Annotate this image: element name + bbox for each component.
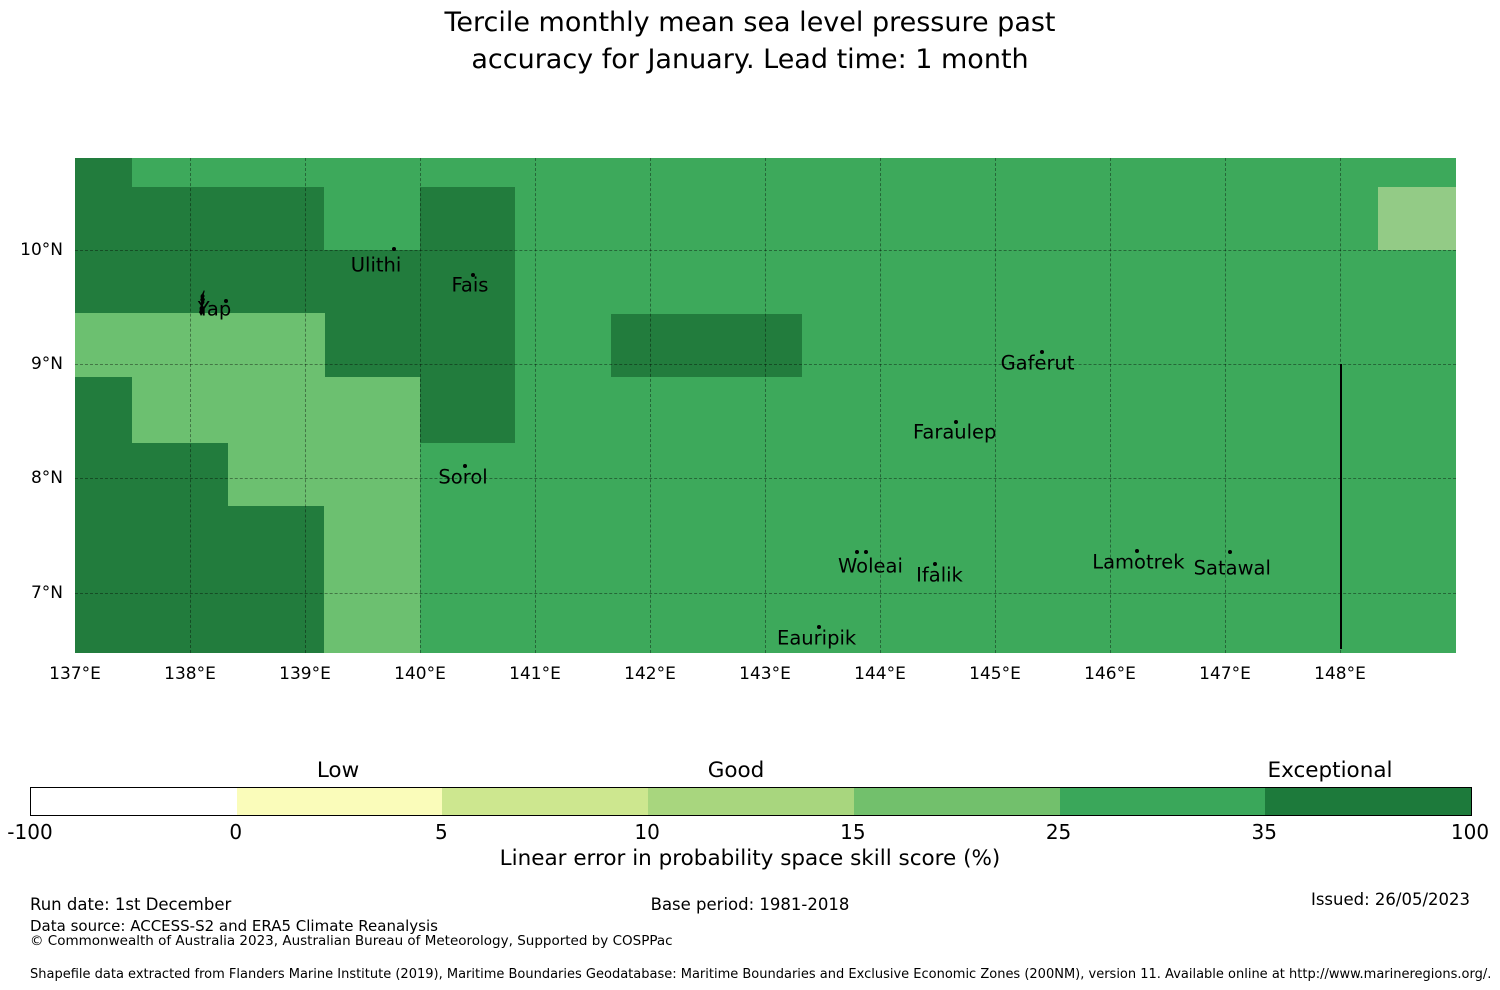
longitude-gridline — [1110, 158, 1111, 653]
footer-issued-date: Issued: 26/05/2023 — [1310, 890, 1470, 909]
map-cell-35-100 — [75, 376, 133, 653]
island-marker-dot — [854, 550, 859, 555]
colorbar-segment-5to10 — [442, 788, 649, 815]
island-label-faraulep: Faraulep — [912, 420, 997, 444]
colorbar-tick-label: -100 — [7, 820, 53, 844]
island-marker-dot — [1134, 549, 1139, 554]
x-tick-label: 143°E — [739, 664, 791, 684]
colorbar-tick-label: 15 — [840, 820, 866, 844]
latitude-gridline — [75, 477, 1456, 479]
colorbar-segment--100to0 — [31, 788, 237, 815]
colorbar — [30, 787, 1472, 816]
colorbar-segment-35to100 — [1265, 788, 1472, 815]
longitude-gridline — [649, 158, 651, 653]
island-label-eauripik: Eauripik — [777, 626, 857, 650]
map-cell-35-100 — [610, 314, 803, 378]
island-marker-dot — [864, 550, 869, 555]
longitude-gridline — [765, 158, 766, 653]
island-marker-dot — [817, 625, 822, 630]
map-cell-35-100 — [132, 443, 228, 653]
y-tick-label: 10°N — [20, 240, 63, 260]
colorbar-tick-label: 5 — [435, 820, 448, 844]
map-plot-area: Ulithi Fais Yap Gaferut Faraulep Sorol Woleai I… — [75, 158, 1456, 653]
x-tick-label: 137°E — [49, 664, 101, 684]
island-marker-dot — [1227, 550, 1232, 555]
island-marker-dot — [932, 561, 937, 566]
colorbar-segment-15to25 — [853, 788, 1060, 815]
x-tick-label: 140°E — [394, 664, 446, 684]
island-label-ifalik: Ifalik — [916, 563, 963, 587]
footer-run-date: Run date: 1st December — [30, 895, 232, 914]
longitude-gridline — [189, 158, 191, 653]
longitude-gridline — [1225, 158, 1226, 653]
latitude-gridline — [75, 593, 1456, 594]
map-cell-15-25 — [75, 312, 325, 377]
colorbar-tick-label: 25 — [1045, 820, 1072, 844]
footer-shapefile-note: Shapefile data extracted from Flanders M… — [30, 967, 1492, 982]
island-label-sorol: Sorol — [438, 465, 488, 489]
colorbar-segment-25to35 — [1059, 788, 1266, 815]
y-tick-label: 8°N — [30, 467, 63, 488]
x-tick-label: 146°E — [1084, 664, 1136, 684]
island-marker-dot — [470, 273, 475, 278]
x-tick-label: 145°E — [969, 664, 1021, 684]
map-cell-10-15 — [1377, 187, 1456, 250]
colorbar-segment-0to5 — [236, 788, 443, 815]
map-cell-35-100 — [419, 187, 515, 443]
island-label-woleai: Woleai — [838, 554, 903, 578]
figure-title-line1: Tercile monthly mean sea level pressure … — [444, 7, 1056, 38]
colorbar-tick-label: 100 — [1450, 820, 1490, 844]
map-cell-35-100 — [132, 187, 325, 313]
island-label-gaferut: Gaferut — [1000, 351, 1075, 375]
colorbar-axis-label: Linear error in probability space skill … — [499, 846, 1001, 871]
island-marker-dot — [1039, 350, 1044, 355]
map-cell-15-25 — [324, 376, 420, 653]
colorbar-category-exceptional: Exceptional — [1267, 758, 1393, 783]
island-marker-dot — [223, 299, 228, 304]
map-cell-35-100 — [228, 505, 325, 653]
x-tick-label: 144°E — [854, 664, 906, 684]
figure-title-line2: accuracy for January. Lead time: 1 month — [471, 44, 1029, 75]
longitude-gridline — [304, 158, 306, 653]
footer-data-source: Data source: ACCESS-S2 and ERA5 Climate … — [30, 917, 438, 935]
longitude-gridline — [994, 158, 996, 653]
colorbar-category-good: Good — [707, 758, 765, 783]
island-marker-dot — [463, 463, 468, 468]
island-label-ulithi: Ulithi — [350, 253, 402, 277]
colorbar-tick-label: 10 — [634, 820, 660, 844]
y-tick-label: 9°N — [30, 353, 63, 374]
footer-copyright: © Commonwealth of Australia 2023, Austra… — [30, 933, 673, 949]
x-tick-label: 142°E — [624, 664, 676, 684]
colorbar-tick-label: 0 — [229, 820, 243, 844]
island-label-yap: Yap — [197, 297, 232, 321]
island-marker-dot — [954, 420, 959, 425]
map-cell-35-100 — [75, 158, 133, 313]
y-tick-label: 7°N — [30, 583, 63, 603]
island-marker-dot — [392, 247, 396, 252]
x-tick-label: 141°E — [509, 664, 561, 684]
figure-title: Tercile monthly mean sea level pressure … — [0, 4, 1500, 78]
longitude-gridline — [420, 158, 421, 653]
x-tick-label: 147°E — [1199, 664, 1251, 684]
island-label-lamotrek: Lamotrek — [1092, 550, 1185, 574]
colorbar-tick-label: 35 — [1251, 820, 1278, 844]
x-tick-label: 148°E — [1314, 664, 1366, 684]
latitude-gridline — [75, 250, 1456, 251]
yap-island-shape — [197, 289, 213, 320]
longitude-gridline — [879, 158, 881, 653]
x-tick-label: 138°E — [164, 664, 216, 684]
colorbar-segment-10to15 — [648, 788, 854, 815]
map-cell-15-25 — [132, 376, 325, 443]
island-label-fais: Fais — [451, 273, 489, 297]
map-cell-35-100 — [324, 250, 420, 378]
x-tick-label: 139°E — [279, 664, 331, 684]
map-cell-15-25 — [228, 443, 325, 507]
eez-boundary-line — [1340, 364, 1342, 650]
latitude-gridline — [75, 363, 1456, 365]
footer-base-period: Base period: 1981-2018 — [650, 895, 850, 914]
island-label-satawal: Satawal — [1193, 556, 1271, 580]
colorbar-category-low: Low — [316, 758, 360, 783]
longitude-gridline — [534, 158, 536, 653]
